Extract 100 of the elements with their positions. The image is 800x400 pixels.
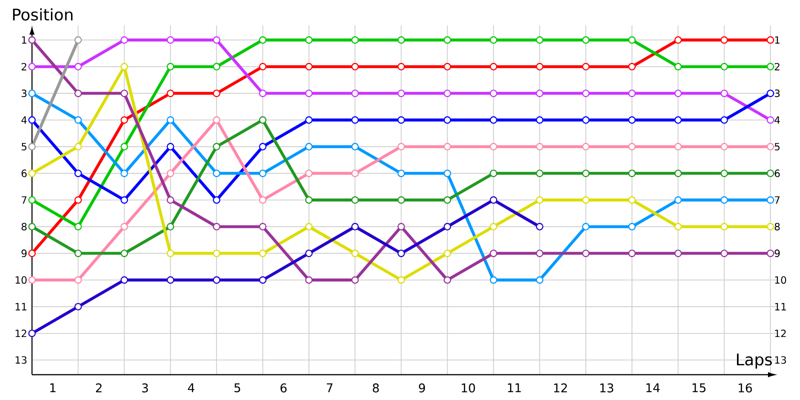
y-tick-label: 10 xyxy=(16,276,27,284)
point xyxy=(166,170,174,178)
point xyxy=(536,222,544,230)
point xyxy=(166,90,174,98)
point xyxy=(28,116,36,124)
point xyxy=(536,62,544,70)
point xyxy=(766,196,774,204)
x-tick-label: 1 xyxy=(50,383,56,392)
x-tick-label: 4 xyxy=(188,383,194,392)
point xyxy=(305,196,313,204)
point xyxy=(720,116,728,124)
point xyxy=(305,142,313,150)
point xyxy=(582,36,590,44)
point xyxy=(720,196,728,204)
point xyxy=(305,276,313,284)
point xyxy=(444,222,452,230)
point xyxy=(674,170,682,178)
point xyxy=(674,196,682,204)
point xyxy=(166,276,174,284)
point xyxy=(212,170,220,178)
y-tick-label: 8 xyxy=(22,222,27,230)
point xyxy=(766,90,774,98)
point xyxy=(74,276,82,284)
point xyxy=(74,90,82,98)
point xyxy=(259,276,266,284)
point xyxy=(536,276,544,284)
point xyxy=(120,116,128,124)
point xyxy=(212,142,220,150)
point xyxy=(212,90,220,98)
point xyxy=(351,142,359,150)
point xyxy=(74,142,82,150)
x-tick-label: 14 xyxy=(646,383,660,392)
point xyxy=(720,62,728,70)
point xyxy=(582,90,590,98)
point xyxy=(397,36,405,44)
point xyxy=(212,62,220,70)
point xyxy=(720,90,728,98)
point xyxy=(305,36,313,44)
y2-tick-label: 1 xyxy=(775,36,780,44)
point xyxy=(259,90,266,98)
point xyxy=(166,142,174,150)
y-tick-label: 2 xyxy=(22,62,26,70)
point xyxy=(444,170,452,178)
point xyxy=(120,36,128,44)
point xyxy=(628,222,636,230)
point xyxy=(397,142,405,150)
point xyxy=(490,90,498,98)
point xyxy=(766,250,774,258)
point xyxy=(720,170,728,178)
y2-tick-label: 7 xyxy=(774,196,780,204)
point xyxy=(166,36,174,44)
point xyxy=(444,250,452,258)
point xyxy=(490,142,498,150)
point xyxy=(120,222,128,230)
point xyxy=(397,196,405,204)
y2-tick-label: 3 xyxy=(774,90,780,98)
point xyxy=(351,196,359,204)
y2-tick-label: 10 xyxy=(775,276,786,284)
y2-tick-label: 11 xyxy=(775,303,786,310)
point xyxy=(490,36,498,44)
x-tick-label: 6 xyxy=(280,383,287,392)
point xyxy=(582,62,590,70)
point xyxy=(28,90,36,98)
point xyxy=(444,142,452,150)
point xyxy=(28,170,36,178)
point xyxy=(444,276,452,284)
point xyxy=(28,36,36,44)
y2-tick-label: 6 xyxy=(774,170,780,178)
point xyxy=(28,330,36,338)
point xyxy=(259,170,266,178)
point xyxy=(259,250,266,258)
point xyxy=(166,250,174,258)
point xyxy=(259,142,266,150)
point xyxy=(166,196,174,204)
y-tick-label: 4 xyxy=(21,116,27,124)
point xyxy=(305,90,313,98)
point xyxy=(628,142,636,150)
y-tick-label: 11 xyxy=(16,303,26,310)
point xyxy=(674,90,682,98)
point xyxy=(120,90,128,98)
y-tick-label: 3 xyxy=(22,90,26,98)
point xyxy=(351,170,359,178)
point xyxy=(28,250,36,258)
point xyxy=(536,36,544,44)
point xyxy=(582,170,590,178)
point xyxy=(305,250,313,258)
point xyxy=(397,62,405,70)
y2-tick-label: 8 xyxy=(774,222,780,230)
point xyxy=(720,142,728,150)
y-tick-label: 13 xyxy=(16,356,26,364)
y2-tick-label: 9 xyxy=(774,250,780,258)
point xyxy=(628,196,636,204)
point xyxy=(74,62,82,70)
point xyxy=(259,62,266,70)
point xyxy=(444,36,452,44)
point xyxy=(28,222,36,230)
point xyxy=(766,222,774,230)
point xyxy=(305,62,313,70)
point xyxy=(305,170,313,178)
point xyxy=(674,250,682,258)
